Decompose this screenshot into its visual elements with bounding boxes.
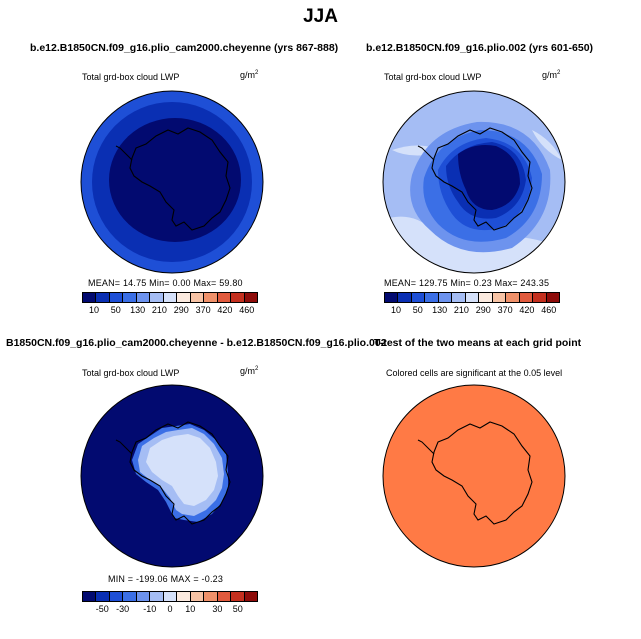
colorbar-segment <box>190 592 205 601</box>
colorbar-segment <box>163 592 178 601</box>
colorbar-segment <box>190 293 205 302</box>
colorbar-segment <box>398 293 412 302</box>
colorbar-segment <box>163 293 178 302</box>
panel-1-tick: 50 <box>110 305 121 315</box>
panel-2-tick: 130 <box>432 305 448 315</box>
colorbar-segment <box>217 592 232 601</box>
colorbar-segment <box>150 592 164 601</box>
colorbar-segment <box>546 293 560 302</box>
panel-2-subtitle: Total grd-box cloud LWP <box>384 72 482 82</box>
panel-1-tick: 210 <box>151 305 167 315</box>
colorbar-segment <box>231 592 245 601</box>
panel-1-tick: 290 <box>173 305 189 315</box>
panel-1-colorbar-labels: 10 50 130 210 290 370 420 460 <box>82 305 258 317</box>
panel-1-tick: 130 <box>130 305 146 315</box>
panel-3-tick: 50 <box>232 604 243 614</box>
panel-3-stats: MIN = -199.06 MAX = -0.23 <box>108 574 224 584</box>
colorbar-segment <box>204 293 218 302</box>
colorbar-segment <box>204 592 218 601</box>
colorbar-segment <box>385 293 399 302</box>
panel-2-map <box>382 90 566 274</box>
panel-3-colorbar <box>82 591 258 602</box>
panel-3-tick: -50 <box>95 604 109 614</box>
panel-1-antarctica-coastline <box>129 127 231 231</box>
panel-2-tick: 370 <box>497 305 513 315</box>
panel-2-tick: 210 <box>453 305 469 315</box>
panel-3-subtitle: Total grd-box cloud LWP <box>82 368 180 378</box>
panel-3-colorbar-labels: -50 -30 -10 0 10 30 50 <box>82 604 258 616</box>
colorbar-segment <box>109 592 124 601</box>
panel-4-significance-fill <box>382 384 566 568</box>
panel-2-tick: 10 <box>390 305 401 315</box>
colorbar-segment <box>479 293 493 302</box>
colorbar-segment <box>231 293 245 302</box>
colorbar-segment <box>492 293 507 302</box>
panel-4-map <box>382 384 566 568</box>
panel-4-title: T-test of the two means at each grid poi… <box>374 337 582 349</box>
panel-3-tick: -10 <box>143 604 157 614</box>
colorbar-segment <box>96 592 110 601</box>
panel-1-tick: 420 <box>217 305 233 315</box>
colorbar-segment <box>506 293 520 302</box>
panel-3-unit: g/m2 <box>240 366 259 376</box>
colorbar-segment <box>411 293 426 302</box>
panel-3-tick: 0 <box>167 604 173 614</box>
panel-2-peninsula <box>417 145 435 161</box>
colorbar-segment <box>83 293 97 302</box>
panel-1-tick: 460 <box>239 305 255 315</box>
colorbar-segment <box>136 592 151 601</box>
panel-2-antarctica-coastline <box>431 127 533 231</box>
panel-1-tick: 370 <box>195 305 211 315</box>
panel-3-antarctica-coastline <box>129 421 231 525</box>
main-title: JJA <box>303 6 338 27</box>
panel-3-map <box>80 384 264 568</box>
panel-1-subtitle: Total grd-box cloud LWP <box>82 72 180 82</box>
panel-3-tick: -30 <box>116 604 130 614</box>
panel-2-tick: 50 <box>412 305 423 315</box>
panel-2-tick: 460 <box>541 305 557 315</box>
panel-2-colorbar-labels: 10 50 130 210 290 370 420 460 <box>384 305 560 317</box>
colorbar-segment <box>177 592 191 601</box>
panel-4-antarctica-coastline <box>431 421 533 525</box>
colorbar-segment <box>123 592 137 601</box>
panel-2-tick: 420 <box>519 305 535 315</box>
colorbar-segment <box>438 293 453 302</box>
panel-4-peninsula <box>417 439 435 455</box>
panel-1-title: b.e12.B1850CN.f09_g16.plio_cam2000.cheye… <box>30 42 339 54</box>
colorbar-segment <box>465 293 480 302</box>
colorbar-segment <box>96 293 110 302</box>
panel-2-unit: g/m2 <box>542 70 561 80</box>
colorbar-segment <box>425 293 439 302</box>
panel-3-tick: 10 <box>185 604 196 614</box>
panel-3-tick: 30 <box>212 604 223 614</box>
panel-2-stats: MEAN= 129.75 Min= 0.23 Max= 243.35 <box>384 278 550 288</box>
panel-2-colorbar <box>384 292 560 303</box>
colorbar-segment <box>136 293 151 302</box>
colorbar-segment <box>123 293 137 302</box>
panel-1-tick: 10 <box>88 305 99 315</box>
colorbar-segment <box>519 293 534 302</box>
colorbar-segment <box>177 293 191 302</box>
colorbar-segment <box>217 293 232 302</box>
colorbar-segment <box>452 293 466 302</box>
panel-2-title: b.e12.B1850CN.f09_g16.plio.002 (yrs 601-… <box>366 42 594 54</box>
panel-4-subtitle: Colored cells are significant at the 0.0… <box>386 368 563 378</box>
colorbar-segment <box>244 293 258 302</box>
panel-3-peninsula <box>115 439 133 455</box>
panel-3-title: B1850CN.f09_g16.plio_cam2000.cheyenne - … <box>6 337 387 349</box>
panel-1-colorbar <box>82 292 258 303</box>
panel-1-peninsula <box>115 145 133 161</box>
colorbar-segment <box>533 293 547 302</box>
panel-1-unit: g/m2 <box>240 70 259 80</box>
colorbar-segment <box>244 592 258 601</box>
colorbar-segment <box>83 592 97 601</box>
panel-1-stats: MEAN= 14.75 Min= 0.00 Max= 59.80 <box>88 278 243 288</box>
colorbar-segment <box>109 293 124 302</box>
panel-2-tick: 290 <box>475 305 491 315</box>
panel-1-map <box>80 90 264 274</box>
colorbar-segment <box>150 293 164 302</box>
